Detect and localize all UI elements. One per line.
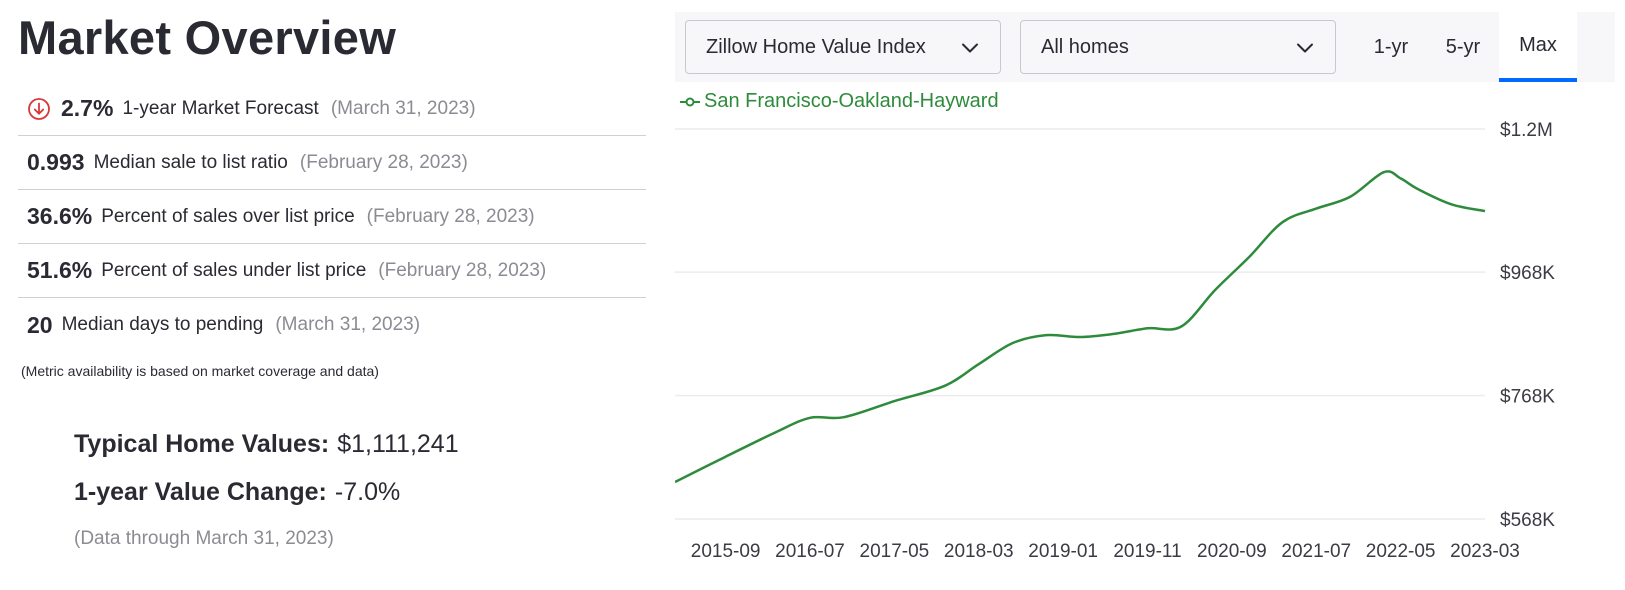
- metric-date: (March 31, 2023): [275, 314, 421, 335]
- metric-date: (February 28, 2023): [366, 205, 535, 227]
- metric-label: 1-year Market Forecast: [122, 97, 319, 119]
- data-through-date: (Data through March 31, 2023): [74, 528, 334, 549]
- metric-value: 51.6%: [27, 257, 93, 283]
- timeframe-1yr-button[interactable]: 1-yr: [1373, 35, 1409, 58]
- metric-date: (March 31, 2023): [330, 97, 476, 119]
- y-tick-label: $968K: [1500, 263, 1555, 284]
- x-tick-label: 2022-05: [1366, 541, 1436, 562]
- x-tick-label: 2019-01: [1028, 541, 1098, 562]
- x-tick-label: 2015-09: [691, 541, 761, 562]
- chart-toolbar: Zillow Home Value Index All homes 1-yr 5…: [675, 12, 1615, 82]
- metric-market-forecast: 2.7% 1-year Market Forecast (March 31, 2…: [18, 82, 646, 136]
- home-value-chart[interactable]: $568K $768K $968K $1.2M 2015-09 2016-07 2017-0…: [675, 110, 1625, 590]
- typical-home-values: Typical Home Values: $1,111,241: [74, 420, 459, 468]
- chevron-down-icon: [1297, 43, 1313, 53]
- value-change-label: 1-year Value Change:: [74, 477, 327, 506]
- one-year-value-change: 1-year Value Change: -7.0%: [74, 468, 459, 516]
- page-title: Market Overview: [18, 11, 397, 64]
- home-type-select-value: All homes: [1041, 35, 1129, 58]
- metric-days-to-pending: 20 Median days to pending (March 31, 202…: [18, 298, 646, 352]
- metric-sales-under-list: 51.6% Percent of sales under list price …: [18, 244, 646, 298]
- home-values-summary: Typical Home Values: $1,111,241 1-year V…: [74, 420, 459, 550]
- home-type-select[interactable]: All homes: [1020, 20, 1336, 74]
- x-tick-label: 2016-07: [775, 541, 845, 562]
- metric-label: Percent of sales under list price: [101, 259, 367, 281]
- metric-value: 36.6%: [27, 203, 93, 229]
- metrics-list: 2.7% 1-year Market Forecast (March 31, 2…: [18, 82, 646, 352]
- metric-value: 2.7%: [61, 95, 114, 121]
- metric-value: 20: [27, 311, 53, 338]
- metric-sale-to-list-ratio: 0.993 Median sale to list ratio (Februar…: [18, 136, 646, 190]
- typical-home-values-label: Typical Home Values:: [74, 429, 330, 458]
- series-line[interactable]: [675, 170, 1486, 484]
- value-change-value: -7.0%: [334, 477, 401, 506]
- x-tick-label: 2021-07: [1281, 541, 1351, 562]
- chevron-down-icon: [962, 43, 978, 53]
- market-overview-panel: Market Overview 2.7% 1-year Market Forec…: [18, 0, 646, 590]
- down-arrow-circle-icon: [28, 97, 50, 120]
- y-tick-label: $1.2M: [1500, 120, 1553, 141]
- x-tick-label: 2023-03: [1450, 541, 1520, 562]
- legend-line-marker-icon: [680, 97, 700, 106]
- metric-sales-over-list: 36.6% Percent of sales over list price (…: [18, 190, 646, 244]
- x-tick-label: 2020-09: [1197, 541, 1267, 562]
- metric-label: Median days to pending: [61, 314, 264, 335]
- index-select-value: Zillow Home Value Index: [706, 35, 926, 58]
- metric-label: Percent of sales over list price: [101, 205, 355, 227]
- timeframe-max-button[interactable]: Max: [1499, 12, 1577, 82]
- index-select[interactable]: Zillow Home Value Index: [685, 20, 1001, 74]
- metric-value: 0.993: [27, 149, 85, 175]
- metric-date: (February 28, 2023): [378, 259, 547, 281]
- y-tick-label: $768K: [1500, 387, 1555, 408]
- metric-availability-note: (Metric availability is based on market …: [21, 363, 379, 379]
- chart-legend[interactable]: San Francisco-Oakland-Hayward: [680, 90, 999, 113]
- metric-label: Median sale to list ratio: [93, 151, 288, 173]
- metric-date: (February 28, 2023): [299, 151, 468, 173]
- y-tick-label: $568K: [1500, 510, 1555, 531]
- timeframe-5yr-button[interactable]: 5-yr: [1445, 35, 1481, 58]
- x-tick-label: 2019-11: [1113, 541, 1181, 562]
- legend-series-name: San Francisco-Oakland-Hayward: [704, 90, 999, 112]
- x-tick-label: 2018-03: [944, 541, 1014, 562]
- x-tick-label: 2017-05: [860, 541, 930, 562]
- typical-home-values-value: $1,111,241: [337, 429, 459, 458]
